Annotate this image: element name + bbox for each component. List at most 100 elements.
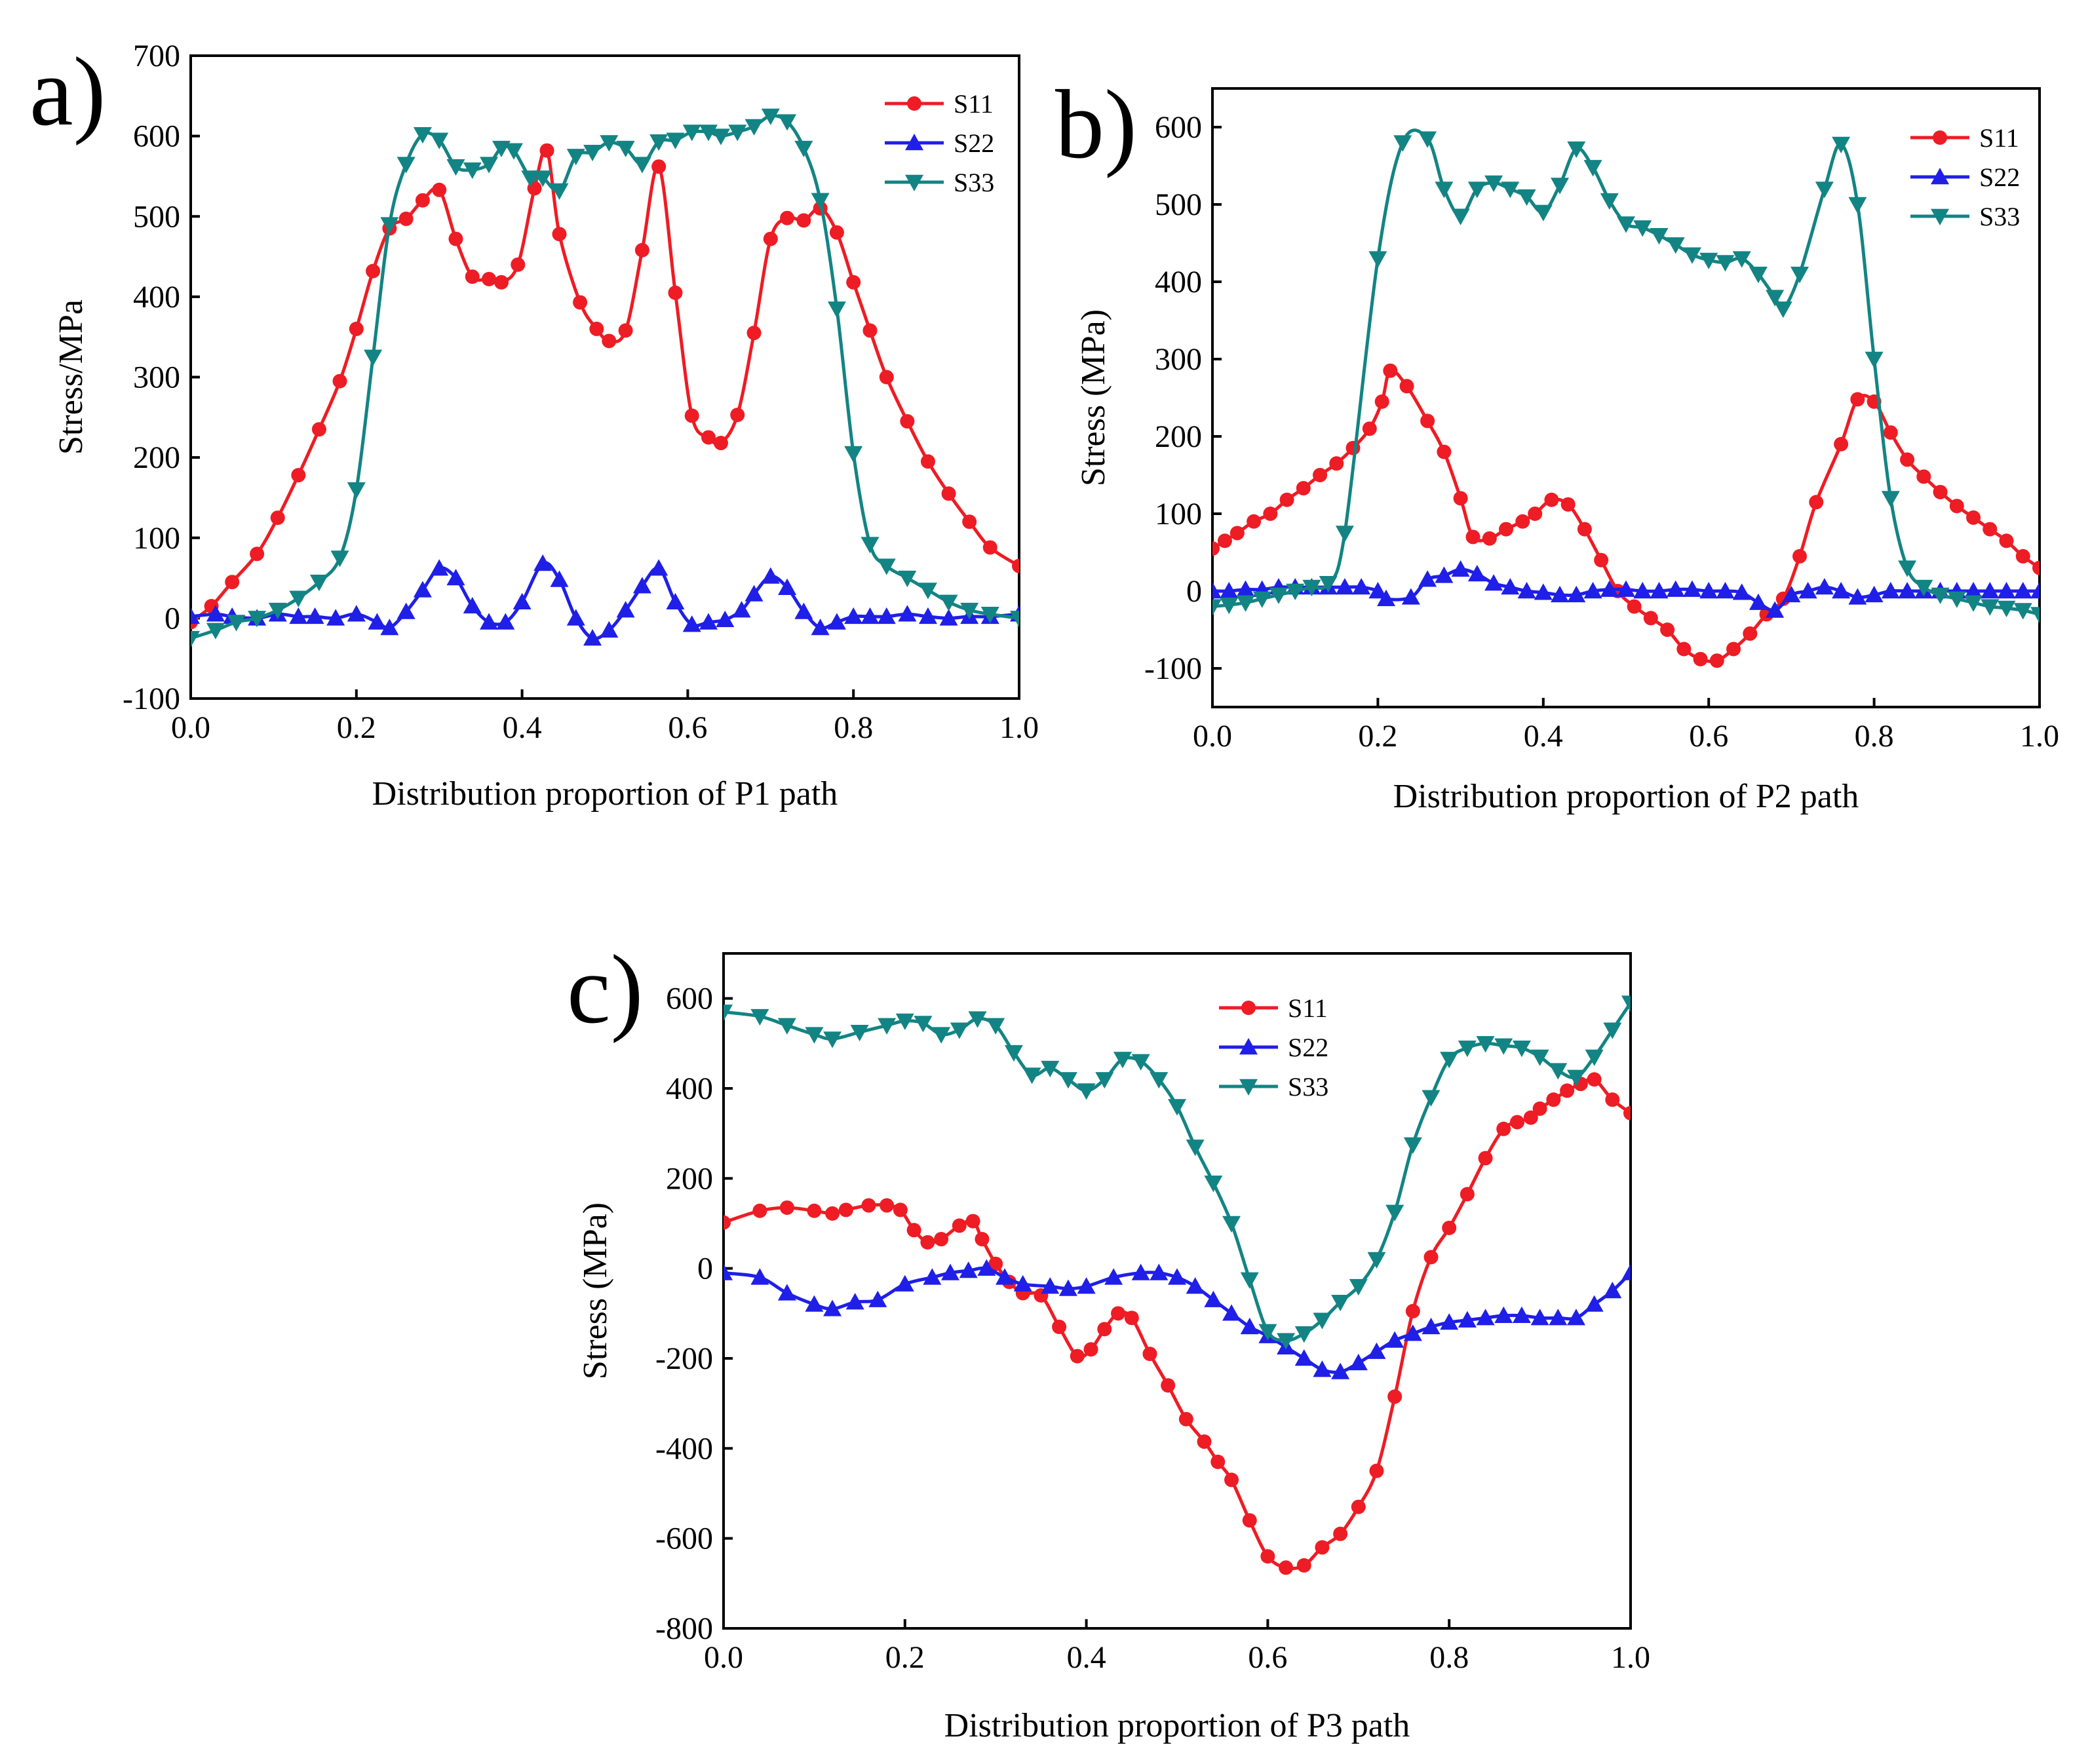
series-group <box>724 995 1631 1575</box>
legend-label: S22 <box>1288 1033 1328 1062</box>
data-point-s11 <box>398 211 414 226</box>
data-point-s33 <box>1319 576 1338 593</box>
data-point-s22 <box>666 592 685 610</box>
data-point-s33 <box>248 611 267 628</box>
data-point-s33 <box>1881 491 1900 508</box>
y-tick-label: -200 <box>655 1341 713 1376</box>
data-point-s11 <box>432 182 447 197</box>
data-point-s11 <box>1423 1250 1439 1265</box>
plot-frame <box>189 54 1020 700</box>
data-point-s33 <box>1898 560 1917 577</box>
data-point-s33 <box>1168 1099 1186 1116</box>
data-point-s11 <box>900 413 915 429</box>
data-point-s11 <box>1178 1411 1193 1427</box>
data-point-s33 <box>1212 599 1222 616</box>
data-point-s11 <box>1247 514 1262 529</box>
data-point-s11 <box>1387 1389 1403 1404</box>
data-point-s22 <box>1530 1309 1549 1326</box>
data-point-s33 <box>728 125 747 142</box>
data-point-s22 <box>1585 1295 1604 1312</box>
data-point-s33 <box>206 623 225 640</box>
series-line-s22 <box>724 1266 1631 1374</box>
data-point-s11 <box>713 436 728 451</box>
data-point-s22 <box>1484 574 1503 591</box>
data-point-s22 <box>868 1290 887 1307</box>
data-point-s11 <box>1900 452 1915 467</box>
data-point-s33 <box>1367 1252 1386 1269</box>
data-point-s11 <box>1883 425 1898 440</box>
data-point-s22 <box>1732 583 1751 600</box>
data-point-s22 <box>1368 582 1387 599</box>
data-point-s33 <box>1204 1176 1223 1193</box>
data-point-s11 <box>349 321 364 336</box>
data-point-s33 <box>413 126 432 144</box>
data-point-s11 <box>1726 642 1741 657</box>
data-point-s33 <box>1549 1063 1568 1080</box>
x-tick-label: 0.2 <box>885 1640 925 1675</box>
data-point-s33 <box>1790 267 1809 284</box>
data-point-s22 <box>1377 589 1396 606</box>
data-point-s11 <box>311 422 326 437</box>
data-point-s11 <box>1623 1105 1631 1121</box>
data-point-s33 <box>1947 591 1966 608</box>
data-point-s33 <box>1403 1137 1422 1154</box>
data-point-s22 <box>1467 565 1486 582</box>
x-tick-label: 0.4 <box>1524 719 1563 754</box>
data-point-s11 <box>482 271 497 286</box>
data-point-s11 <box>552 227 567 242</box>
y-tick-label: 600 <box>133 119 180 154</box>
data-point-s11 <box>906 1223 921 1238</box>
data-point-s11 <box>465 269 480 284</box>
series-line-s11 <box>1212 368 2040 663</box>
data-point-s33 <box>878 1018 897 1035</box>
data-point-s22 <box>1186 1277 1205 1294</box>
data-point-s22 <box>1566 1309 1585 1326</box>
data-point-s33 <box>850 1024 869 1042</box>
x-tick-label: 1.0 <box>999 710 1039 745</box>
data-point-s22 <box>996 1268 1015 1285</box>
data-point-s33 <box>1617 216 1635 233</box>
data-point-s22 <box>289 607 308 624</box>
data-point-s22 <box>1077 1277 1096 1294</box>
data-point-s11 <box>1399 379 1414 394</box>
data-point-s22 <box>1534 583 1553 600</box>
data-point-s33 <box>1451 208 1470 225</box>
data-point-s11 <box>763 231 778 246</box>
data-point-s33 <box>811 193 830 210</box>
data-point-s11 <box>1643 611 1658 626</box>
data-point-s33 <box>1585 1049 1604 1066</box>
data-point-s33 <box>1131 1054 1150 1071</box>
data-point-s22 <box>1385 1331 1404 1348</box>
data-point-s11 <box>941 486 956 501</box>
data-point-s33 <box>1252 591 1271 608</box>
data-point-s22 <box>1699 582 1718 599</box>
data-point-s33 <box>968 1011 987 1028</box>
data-point-s33 <box>666 132 685 149</box>
data-point-s11 <box>838 1202 853 1218</box>
y-axis-label: Stress (MPa) <box>577 1202 614 1379</box>
data-point-s33 <box>1222 1216 1241 1233</box>
data-point-s33 <box>583 144 602 162</box>
data-point-s22 <box>918 607 937 624</box>
data-point-s33 <box>616 140 635 158</box>
data-point-s33 <box>1240 1272 1259 1289</box>
data-point-s11 <box>825 1206 840 1221</box>
data-point-s11 <box>829 225 844 240</box>
data-point-s22 <box>1633 582 1652 599</box>
data-point-s11 <box>1070 1349 1085 1364</box>
data-point-s33 <box>1517 189 1536 206</box>
data-point-s22 <box>794 602 813 619</box>
data-point-s11 <box>589 321 604 336</box>
y-tick-label: 300 <box>133 360 180 395</box>
data-point-s22 <box>463 596 482 614</box>
data-point-s33 <box>1997 600 2016 617</box>
data-point-s22 <box>1798 582 1817 599</box>
data-point-s22 <box>2030 582 2040 599</box>
y-tick-label: 0 <box>164 601 180 636</box>
data-point-s11 <box>1916 469 1931 484</box>
data-point-s11 <box>1083 1342 1098 1357</box>
data-point-s33 <box>446 159 465 176</box>
data-point-s11 <box>807 1203 822 1218</box>
data-point-s22 <box>1367 1342 1386 1359</box>
x-tick-label: 0.8 <box>1429 1640 1469 1675</box>
